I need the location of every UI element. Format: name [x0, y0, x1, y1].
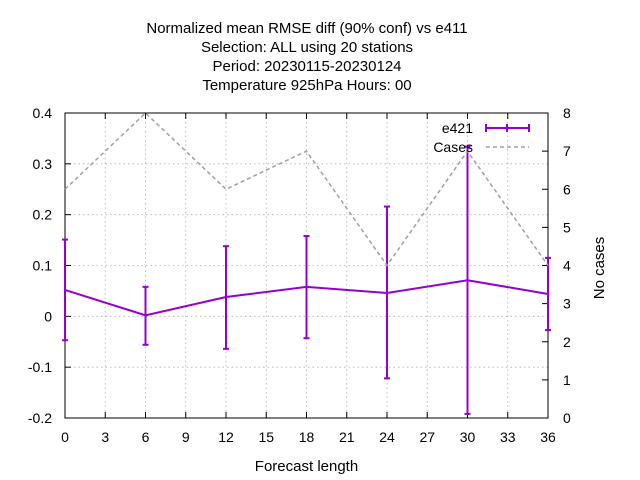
y-tick-label: 0 — [44, 308, 52, 324]
y2-tick-label: 1 — [563, 372, 571, 388]
data-point — [63, 288, 67, 292]
y2-tick-label: 3 — [563, 296, 571, 312]
y2-tick-label: 2 — [563, 334, 571, 350]
x-tick-label: 27 — [419, 429, 435, 445]
legend-label: e421 — [442, 120, 473, 136]
series-line-cases — [64, 111, 549, 267]
data-point — [224, 295, 228, 299]
y2-tick-label: 4 — [563, 258, 571, 274]
data-point — [385, 291, 389, 295]
x-tick-label: 9 — [182, 429, 190, 445]
data-point — [144, 314, 147, 317]
y2-tick-label: 5 — [563, 219, 571, 235]
legend: e421 Cases — [433, 120, 530, 155]
x-tick-label: 0 — [61, 429, 69, 445]
chart-title: Normalized mean RMSE diff (90% conf) vs … — [146, 20, 467, 94]
y2-tick-label: 7 — [563, 143, 571, 159]
y2-axis-label: No cases — [591, 237, 608, 300]
series — [62, 111, 551, 415]
x-tick-label: 30 — [460, 429, 476, 445]
y-tick-label: 0.4 — [33, 105, 53, 121]
x-tick-label: 3 — [101, 429, 109, 445]
legend-label: Cases — [433, 139, 473, 155]
title-line: Period: 20230115-20230124 — [212, 58, 401, 75]
data-point — [305, 285, 308, 289]
x-tick-label: 15 — [258, 429, 274, 445]
data-point — [466, 279, 469, 282]
y-tick-label: -0.1 — [28, 359, 52, 375]
y2-tick-label: 0 — [563, 410, 571, 426]
y-tick-label: 0.2 — [33, 207, 53, 223]
data-point — [546, 292, 550, 296]
y2-tick-label: 8 — [563, 105, 571, 121]
x-tick-label: 21 — [339, 429, 355, 445]
x-tick-label: 12 — [218, 429, 234, 445]
y-tick-label: 0.1 — [33, 258, 53, 274]
x-tick-label: 6 — [142, 429, 150, 445]
x-tick-label: 33 — [500, 429, 516, 445]
title-line: Temperature 925hPa Hours: 00 — [202, 77, 411, 94]
x-tick-label: 18 — [299, 429, 315, 445]
title-line: Normalized mean RMSE diff (90% conf) vs … — [146, 20, 467, 37]
x-axis-label: Forecast length — [255, 458, 358, 475]
x-tick-label: 36 — [540, 429, 556, 445]
y-tick-label: 0.3 — [33, 156, 53, 172]
y2-tick-label: 6 — [563, 181, 571, 197]
y-tick-label: -0.2 — [28, 410, 52, 426]
title-line: Selection: ALL using 20 stations — [201, 39, 413, 56]
axis-ticks: 0 3 6 9 12 15 18 21 24 27 30 33 36-0.2-0.100.10.20.3… — [28, 105, 571, 445]
x-tick-label: 24 — [379, 429, 395, 445]
